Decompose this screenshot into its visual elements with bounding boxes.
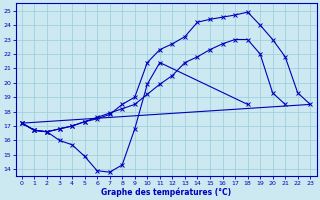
X-axis label: Graphe des températures (°C): Graphe des températures (°C) [101, 187, 231, 197]
